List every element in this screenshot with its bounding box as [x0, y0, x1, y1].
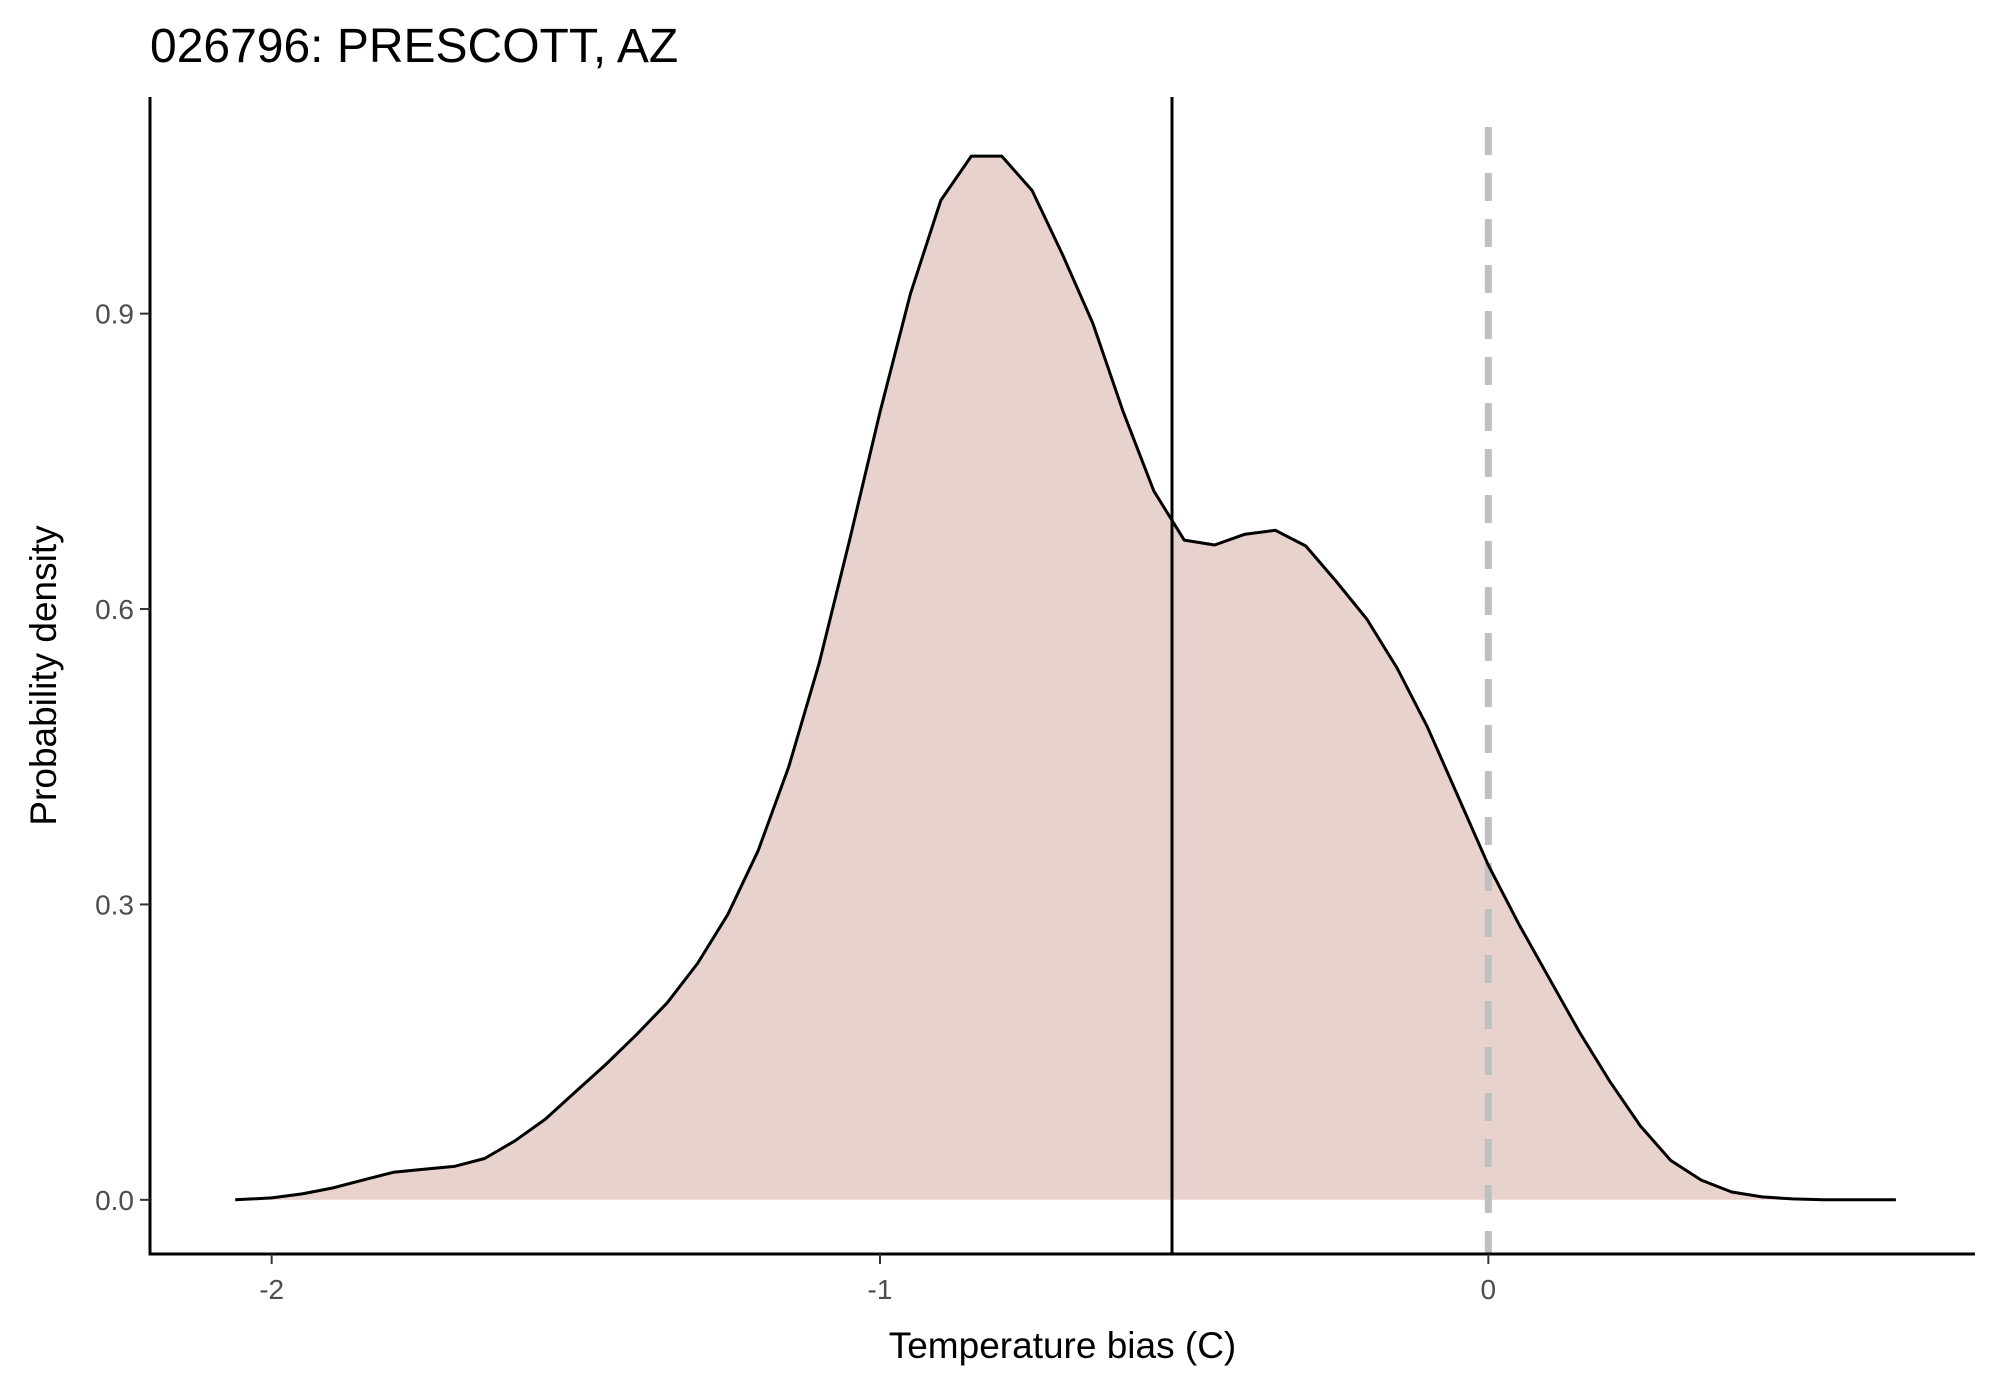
y-axis-title: Probability density: [23, 525, 64, 826]
x-tick-label: -1: [868, 1274, 893, 1305]
y-tick-label: 0.9: [95, 299, 134, 330]
y-tick-label: 0.3: [95, 889, 134, 920]
axes: -2 -1 0 0.0 0.3 0.6 0.9: [95, 97, 1975, 1305]
y-tick-label: 0.6: [95, 594, 134, 625]
x-axis-ticks: -2 -1 0: [259, 1254, 1496, 1305]
x-tick-label: 0: [1481, 1274, 1497, 1305]
density-curve: [235, 154, 1896, 1202]
x-tick-label: -2: [259, 1274, 284, 1305]
density-area-fill: [235, 156, 1896, 1200]
chart-title: 026796: PRESCOTT, AZ: [150, 20, 678, 73]
plot-area: [235, 97, 1896, 1254]
x-axis-title: Temperature bias (C): [889, 1325, 1237, 1366]
y-axis-ticks: 0.0 0.3 0.6 0.9: [95, 299, 150, 1216]
y-tick-label: 0.0: [95, 1185, 134, 1216]
